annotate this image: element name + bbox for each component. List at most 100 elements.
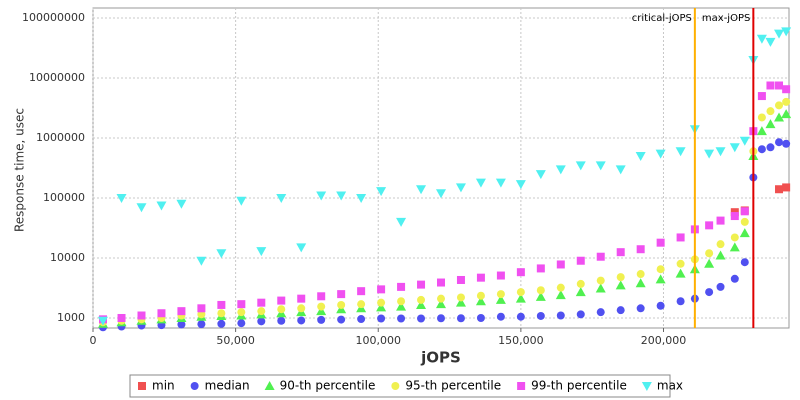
- point: [556, 283, 565, 292]
- point: [616, 273, 625, 282]
- point: [729, 242, 740, 252]
- point: [716, 282, 725, 291]
- point: [555, 290, 566, 300]
- point: [337, 290, 346, 299]
- point: [757, 145, 766, 154]
- point: [596, 308, 605, 317]
- point: [397, 297, 406, 306]
- point: [377, 314, 386, 323]
- point: [730, 212, 739, 221]
- legend-label: max: [657, 379, 683, 393]
- point: [476, 313, 485, 322]
- point: [257, 298, 266, 307]
- point: [317, 302, 326, 311]
- point: [774, 112, 785, 122]
- point: [475, 178, 486, 188]
- point: [536, 286, 545, 295]
- y-tick-label: 10000000: [29, 71, 85, 84]
- point: [516, 312, 525, 321]
- point: [596, 276, 605, 285]
- point: [136, 203, 147, 213]
- point: [397, 282, 406, 291]
- point: [575, 161, 586, 171]
- point: [782, 183, 791, 192]
- point: [177, 307, 186, 316]
- point: [781, 27, 792, 37]
- point: [676, 233, 685, 242]
- point: [636, 270, 645, 279]
- point: [715, 250, 726, 260]
- point: [782, 85, 791, 94]
- point: [705, 249, 714, 258]
- point: [495, 178, 506, 188]
- point: [416, 299, 427, 309]
- x-tick-label: 50,000: [216, 334, 255, 347]
- point: [775, 138, 784, 147]
- point: [456, 293, 465, 302]
- point: [436, 299, 446, 309]
- point: [656, 238, 665, 247]
- point: [675, 147, 686, 157]
- point: [536, 264, 545, 273]
- point: [765, 119, 776, 129]
- point: [756, 34, 767, 44]
- point: [357, 300, 366, 309]
- point: [396, 301, 407, 311]
- point: [596, 252, 605, 261]
- point: [437, 314, 445, 323]
- point: [636, 304, 645, 313]
- x-tick-label: 100,000: [355, 334, 401, 347]
- point: [575, 287, 586, 297]
- point: [236, 196, 247, 206]
- point: [705, 288, 714, 297]
- point: [377, 285, 386, 294]
- legend-marker: [190, 382, 199, 390]
- point: [496, 271, 505, 280]
- y-tick-label: 100000: [43, 191, 85, 204]
- point: [237, 300, 246, 309]
- point: [705, 221, 714, 230]
- x-tick-label: 200,000: [641, 334, 687, 347]
- point: [704, 258, 715, 268]
- point: [277, 305, 286, 314]
- y-tick-label: 1000: [57, 311, 85, 324]
- point: [730, 274, 739, 283]
- point: [357, 315, 366, 324]
- point: [739, 136, 750, 146]
- y-tick-label: 1000000: [36, 131, 85, 144]
- point: [476, 273, 485, 282]
- point: [196, 256, 207, 266]
- point: [739, 228, 750, 238]
- point: [516, 268, 525, 277]
- point: [775, 185, 784, 194]
- point: [277, 296, 286, 305]
- point: [376, 187, 387, 197]
- point: [316, 191, 327, 201]
- point: [536, 311, 545, 320]
- point: [715, 147, 726, 157]
- point: [676, 297, 685, 306]
- point: [376, 302, 387, 312]
- legend-label: 95-th percentile: [405, 379, 501, 393]
- point: [655, 149, 666, 159]
- point: [277, 316, 286, 325]
- point: [782, 97, 791, 106]
- point: [397, 314, 406, 323]
- point: [237, 308, 246, 317]
- point: [775, 81, 784, 90]
- point: [256, 247, 267, 257]
- point: [555, 165, 566, 175]
- point: [616, 306, 625, 315]
- point: [496, 290, 505, 299]
- point: [217, 309, 226, 318]
- legend-label: min: [152, 379, 175, 393]
- point: [417, 280, 426, 289]
- point: [437, 278, 445, 287]
- point: [615, 280, 626, 290]
- point: [216, 249, 227, 259]
- point: [336, 191, 347, 201]
- point: [656, 265, 665, 274]
- point: [456, 275, 465, 284]
- point: [635, 278, 646, 288]
